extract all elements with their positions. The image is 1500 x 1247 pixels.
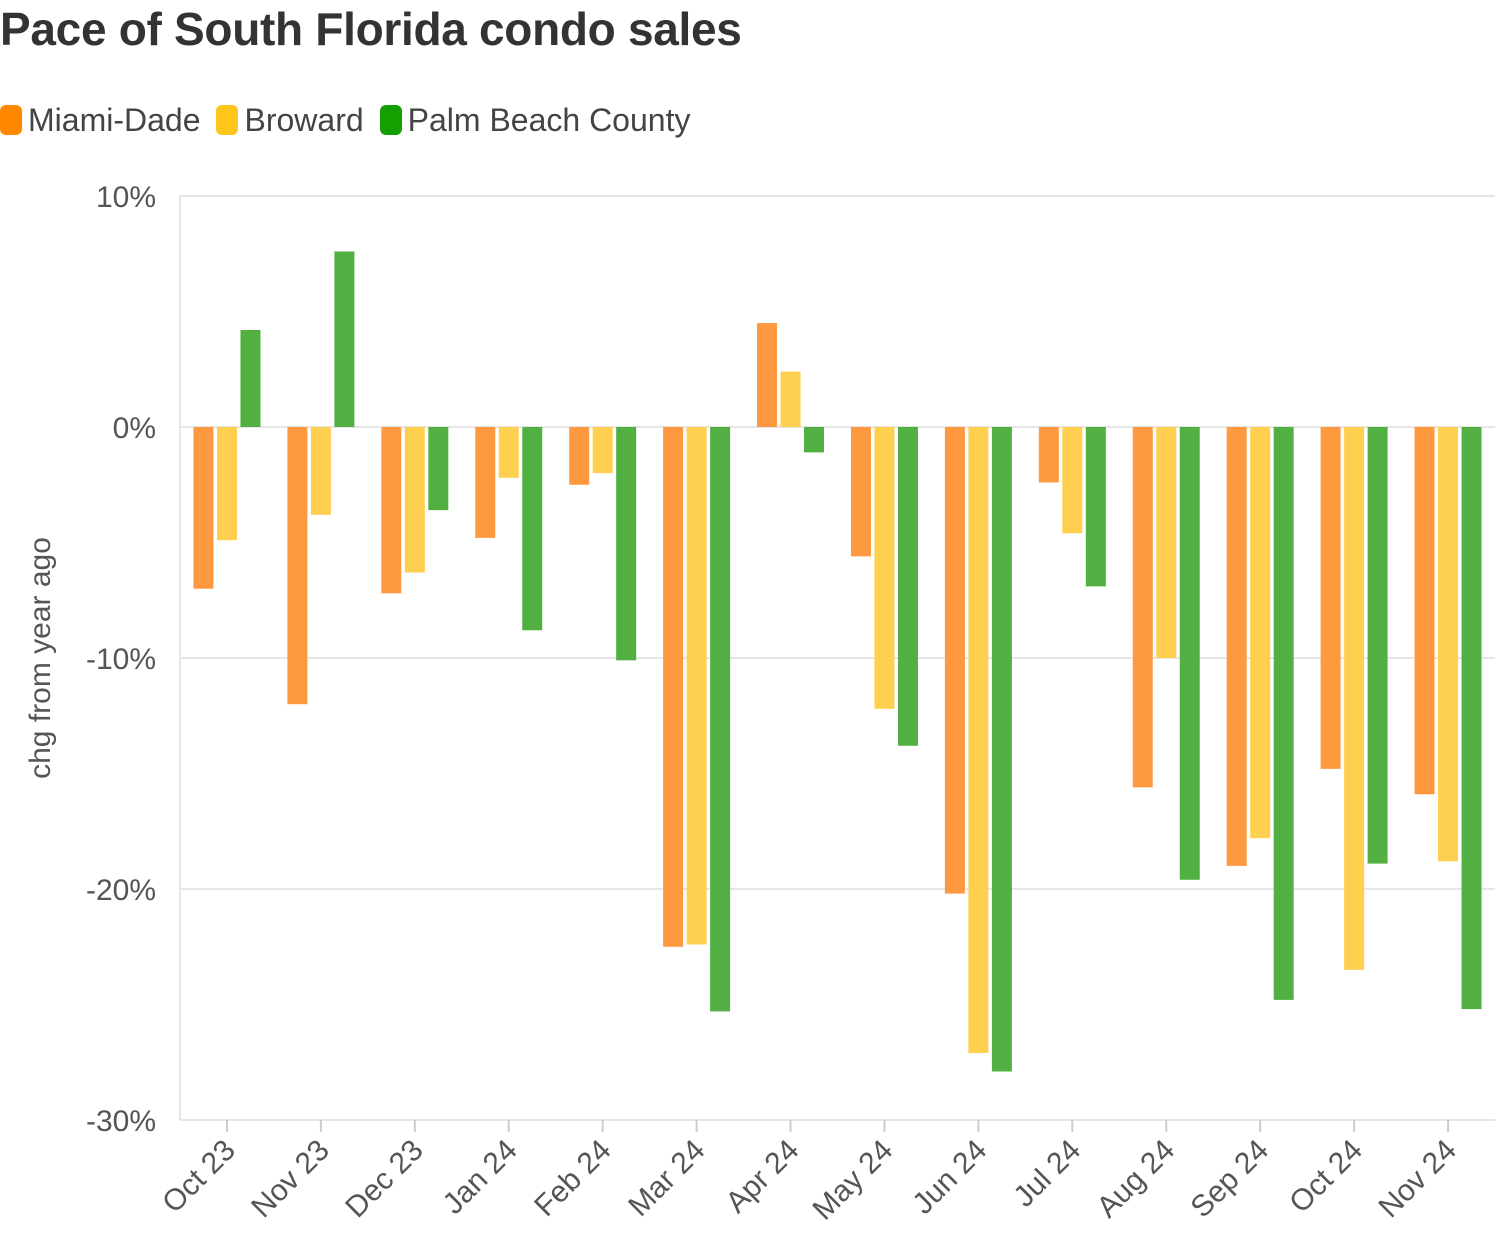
bar-palm-beach-county[interactable] [804, 427, 825, 453]
x-tick-label: Oct 24 [1283, 1134, 1369, 1220]
y-axis-ticks: 10% 0% -10% -20% -30% [86, 181, 156, 1138]
bar-broward[interactable] [1062, 427, 1083, 534]
x-tick-label: Feb 24 [528, 1134, 617, 1223]
bar-broward[interactable] [1250, 427, 1271, 839]
bar-miami-dade[interactable] [1132, 427, 1153, 788]
bar-broward[interactable] [686, 427, 707, 945]
bar-palm-beach-county[interactable] [240, 329, 261, 427]
bar-miami-dade[interactable] [850, 427, 871, 557]
bar-palm-beach-county[interactable] [1367, 427, 1388, 864]
x-tick-label: Sep 24 [1185, 1134, 1276, 1225]
bar-palm-beach-county[interactable] [710, 427, 731, 1012]
bar-miami-dade[interactable] [663, 427, 684, 947]
x-tick-label: Aug 24 [1091, 1134, 1182, 1225]
bar-palm-beach-county[interactable] [991, 427, 1012, 1072]
legend-swatch-broward [216, 105, 239, 135]
bar-palm-beach-county[interactable] [522, 427, 543, 631]
bar-palm-beach-county[interactable] [897, 427, 918, 746]
bar-miami-dade[interactable] [569, 427, 590, 485]
y-tick-label: 0% [113, 412, 156, 445]
bar-broward[interactable] [592, 427, 613, 474]
x-axis: Oct 23 Nov 23 Dec 23 Jan 24 Feb 24 Mar 24 Apr … [156, 1120, 1463, 1227]
bar-miami-dade[interactable] [1226, 427, 1247, 866]
chart-title: Pace of South Florida condo sales [0, 3, 742, 55]
bar-broward[interactable] [310, 427, 331, 515]
bar-miami-dade[interactable] [1414, 427, 1435, 795]
x-tick-label: Nov 23 [245, 1134, 336, 1225]
bar-broward[interactable] [216, 427, 237, 541]
x-tick-label: Oct 23 [156, 1134, 242, 1220]
bars [193, 251, 1482, 1072]
bar-miami-dade[interactable] [475, 427, 496, 538]
bar-palm-beach-county[interactable] [334, 251, 355, 427]
bar-miami-dade[interactable] [757, 323, 778, 427]
y-tick-label: -30% [86, 1105, 156, 1138]
bar-miami-dade[interactable] [193, 427, 214, 589]
gridlines [179, 195, 1495, 1121]
bar-broward[interactable] [780, 371, 801, 427]
x-tick-label: Jun 24 [906, 1134, 993, 1221]
legend-label: Broward [244, 101, 364, 138]
x-tick-label: Nov 24 [1372, 1134, 1463, 1225]
x-tick-label: May 24 [807, 1134, 900, 1227]
bar-broward[interactable] [968, 427, 989, 1054]
bar-palm-beach-county[interactable] [1179, 427, 1200, 880]
y-tick-label: -10% [86, 643, 156, 676]
legend-swatch-miami-dade [0, 105, 22, 135]
bar-miami-dade[interactable] [381, 427, 402, 594]
legend-item-broward[interactable]: Broward [216, 101, 364, 139]
bar-miami-dade[interactable] [1038, 427, 1059, 483]
bar-broward[interactable] [404, 427, 425, 573]
bar-broward[interactable] [1438, 427, 1459, 862]
x-tick-label: Jan 24 [437, 1134, 524, 1221]
bar-broward[interactable] [1344, 427, 1365, 970]
bar-palm-beach-county[interactable] [1273, 427, 1294, 1000]
bar-broward[interactable] [498, 427, 519, 478]
bar-broward[interactable] [1156, 427, 1177, 658]
bar-miami-dade[interactable] [944, 427, 965, 894]
bar-miami-dade[interactable] [287, 427, 308, 705]
legend-item-miami-dade[interactable]: Miami-Dade [0, 102, 200, 139]
bar-broward[interactable] [874, 427, 895, 709]
bar-miami-dade[interactable] [1320, 427, 1341, 769]
x-tick-label: Jul 24 [1007, 1134, 1087, 1214]
bar-palm-beach-county[interactable] [1085, 427, 1106, 587]
x-tick-label: Dec 23 [339, 1134, 430, 1225]
x-tick-label: Apr 24 [720, 1134, 806, 1220]
bar-palm-beach-county[interactable] [428, 427, 449, 511]
legend-swatch-palm-beach-county [379, 105, 402, 135]
legend: Miami-Dade Broward Palm Beach County [0, 100, 706, 140]
y-tick-label: -20% [86, 874, 156, 907]
bar-palm-beach-county[interactable] [1461, 427, 1482, 1010]
x-tick-label: Mar 24 [622, 1134, 711, 1223]
bar-palm-beach-county[interactable] [616, 427, 637, 661]
legend-label: Palm Beach County [407, 101, 691, 138]
y-tick-label: 10% [96, 181, 156, 214]
legend-label: Miami-Dade [28, 101, 201, 138]
y-axis-label: chg from year ago [24, 537, 57, 779]
legend-item-palm-beach-county[interactable]: Palm Beach County [379, 101, 691, 139]
